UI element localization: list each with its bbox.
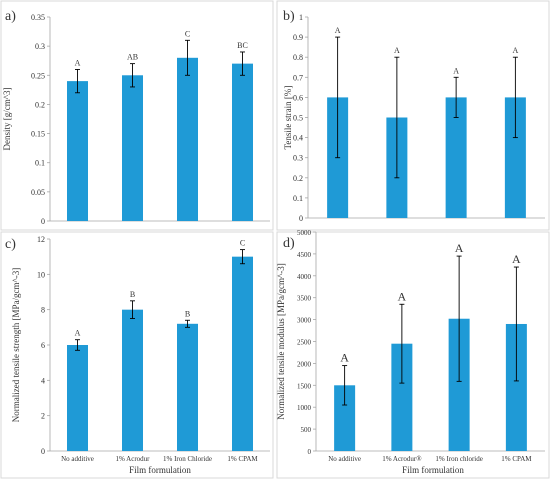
y-tick-label: 4500 xyxy=(297,251,312,259)
x-tick-label: 1% Acrodur xyxy=(115,455,150,463)
significance-letter: B xyxy=(185,309,190,318)
y-tick-label: 2000 xyxy=(297,360,312,368)
y-tick-label: 1500 xyxy=(297,382,312,390)
bar xyxy=(232,256,253,451)
bar xyxy=(334,385,356,451)
x-tick-label: 1% Iron chloride xyxy=(435,455,482,463)
x-axis-label: Film formulation xyxy=(129,465,191,475)
bar xyxy=(177,57,198,221)
panel-frame xyxy=(276,0,550,231)
y-axis-label: Normalized tensile modulus [MPa/gcm^-3] xyxy=(276,263,286,419)
y-tick-label: 0.1 xyxy=(35,159,45,168)
bar xyxy=(448,318,470,451)
x-axis-label: Film formulation xyxy=(402,465,464,475)
panel-label: b) xyxy=(283,9,295,24)
x-tick-label: 1% CPAM xyxy=(501,455,532,463)
x-tick-label: 1% Acrodur® xyxy=(382,455,422,463)
y-tick-label: 12 xyxy=(37,235,45,244)
significance-letter: A xyxy=(512,46,518,55)
significance-letter: A xyxy=(335,26,341,35)
y-tick-label: 2500 xyxy=(297,339,312,347)
y-axis-label: Tensile strain [%] xyxy=(283,86,293,150)
bar xyxy=(67,345,88,451)
bar xyxy=(504,97,526,218)
y-tick-label: 0 xyxy=(41,217,45,226)
y-tick-label: 4000 xyxy=(297,273,312,281)
significance-letter: A xyxy=(453,66,459,75)
y-tick-label: 2 xyxy=(41,412,45,421)
significance-letter: AB xyxy=(127,53,138,62)
y-tick-label: 0.7 xyxy=(293,73,303,82)
x-tick-label: No additive xyxy=(328,455,361,463)
significance-letter: BC xyxy=(237,41,248,50)
bar xyxy=(232,63,253,221)
bar xyxy=(505,323,527,451)
panel-label: c) xyxy=(5,237,16,252)
panel-label: d) xyxy=(283,236,295,251)
significance-letter: A xyxy=(75,58,81,67)
y-tick-label: 4 xyxy=(41,376,45,385)
y-tick-label: 10 xyxy=(37,270,45,279)
significance-letter: A xyxy=(75,329,81,338)
y-tick-label: 0.5 xyxy=(293,114,303,123)
y-tick-label: 0.3 xyxy=(35,42,45,51)
panel-frame xyxy=(0,0,274,231)
y-tick-label: 0.2 xyxy=(293,174,303,183)
y-tick-label: 0.2 xyxy=(35,100,45,109)
panel-a: 0 0.05 0.1 0.15 0.2 0.25 0.3 0.35 Density [g/cm^… xyxy=(0,0,274,231)
significance-letter: C xyxy=(240,239,245,248)
significance-letter: C xyxy=(185,29,190,38)
y-axis-label: Density [g/cm^3] xyxy=(2,88,12,151)
y-tick-label: 0.15 xyxy=(31,130,45,139)
y-tick-label: 0 xyxy=(299,214,303,223)
y-tick-label: 500 xyxy=(301,426,312,434)
significance-letter: A xyxy=(340,351,349,365)
bar xyxy=(177,323,198,451)
y-tick-label: 0.3 xyxy=(293,154,303,163)
y-tick-label: 0.9 xyxy=(293,33,303,42)
panel-b: 0 0.1 0.2 0.3 0.4 0.5 0.6 0.7 0.8 0.9 1 Tensile str… xyxy=(276,0,550,231)
bar xyxy=(445,97,467,218)
y-tick-label: 0.1 xyxy=(293,194,303,203)
y-tick-label: 0.4 xyxy=(293,134,303,143)
bar xyxy=(391,343,413,451)
significance-letter: A xyxy=(512,252,521,266)
y-tick-label: 3500 xyxy=(297,295,312,303)
y-tick-label: 0.05 xyxy=(31,188,45,197)
significance-letter: A xyxy=(398,289,407,303)
bar xyxy=(122,75,143,222)
significance-letter: B xyxy=(130,290,135,299)
x-tick-label: 1% CPAM xyxy=(227,455,258,463)
y-tick-label: 6 xyxy=(41,341,45,350)
panel-frame xyxy=(276,231,550,479)
significance-letter: A xyxy=(394,46,400,55)
y-tick-label: 0.35 xyxy=(31,13,45,22)
y-tick-label: 0 xyxy=(41,447,45,456)
bar xyxy=(67,81,88,221)
y-tick-label: 1000 xyxy=(297,404,312,412)
bar xyxy=(122,309,143,451)
panel-c: 0 2 4 6 8 10 12 Normalized tensile strength [MP… xyxy=(0,231,274,479)
x-tick-label: 1% Iron Chloride xyxy=(163,455,212,463)
panel-label: a) xyxy=(5,9,16,24)
panel-d: 0 500 1000 1500 2000 2500 3000 3500 4000 4500 5000… xyxy=(276,229,550,479)
x-tick-label: No additive xyxy=(61,455,94,463)
significance-letter: A xyxy=(455,241,464,255)
y-tick-label: 0.8 xyxy=(293,53,303,62)
y-tick-label: 0.25 xyxy=(31,71,45,80)
y-tick-label: 0.6 xyxy=(293,93,303,102)
y-tick-label: 8 xyxy=(41,306,45,315)
panel-frame xyxy=(0,231,274,479)
y-tick-label: 3000 xyxy=(297,317,312,325)
y-tick-label: 5000 xyxy=(297,229,312,237)
y-axis-label: Normalized tensile strength [MPa/gcm^-3] xyxy=(11,268,21,422)
y-tick-label: 0 xyxy=(308,448,312,456)
y-tick-label: 1 xyxy=(299,13,303,22)
